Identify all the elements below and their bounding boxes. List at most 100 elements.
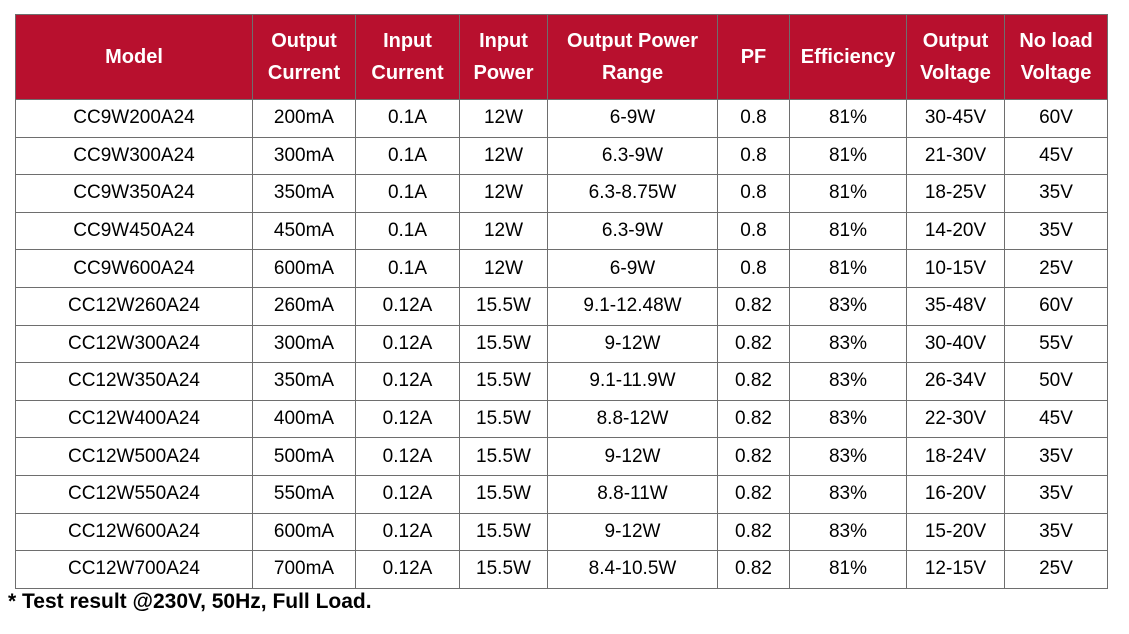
cell-no-load-voltage: 35V xyxy=(1004,512,1108,552)
table-row: CC12W400A24 400mA 0.12A 15.5W 8.8-12W 0.82 83%… xyxy=(15,399,1108,439)
cell-input-current: 0.12A xyxy=(355,362,460,401)
cell-input-power: 12W xyxy=(459,211,548,251)
cell-output-voltage: 12-15V xyxy=(906,550,1005,589)
cell-input-power: 15.5W xyxy=(459,324,548,364)
cell-input-current: 0.12A xyxy=(355,286,460,326)
column-header-line: PF xyxy=(740,46,767,68)
cell-output-power-range: 6-9W xyxy=(547,249,718,288)
table-row: CC12W600A24 600mA 0.12A 15.5W 9-12W 0.82 83% 15… xyxy=(15,512,1108,552)
cell-model: CC12W350A24 xyxy=(15,362,253,401)
cell-output-voltage: 30-45V xyxy=(906,99,1005,138)
cell-input-power: 15.5W xyxy=(459,286,548,326)
cell-input-current: 0.1A xyxy=(355,211,460,251)
cell-output-power-range: 9-12W xyxy=(547,324,718,364)
cell-model: CC9W450A24 xyxy=(15,211,253,251)
cell-no-load-voltage: 35V xyxy=(1004,211,1108,251)
cell-input-current: 0.1A xyxy=(355,136,460,176)
cell-model: CC12W700A24 xyxy=(15,550,253,589)
cell-model: CC9W350A24 xyxy=(15,174,253,213)
table-row: CC9W450A24 450mA 0.1A 12W 6.3-9W 0.8 81% 14-20V… xyxy=(15,211,1108,251)
cell-input-power: 15.5W xyxy=(459,362,548,401)
cell-output-current: 500mA xyxy=(252,437,356,476)
cell-output-current: 450mA xyxy=(252,211,356,251)
cell-output-power-range: 8.8-12W xyxy=(547,399,718,439)
cell-no-load-voltage: 25V xyxy=(1004,550,1108,589)
cell-pf: 0.8 xyxy=(717,99,790,138)
cell-output-current: 350mA xyxy=(252,174,356,213)
cell-input-power: 12W xyxy=(459,99,548,138)
cell-efficiency: 83% xyxy=(789,437,907,476)
cell-output-voltage: 22-30V xyxy=(906,399,1005,439)
column-header-line: Voltage xyxy=(920,62,991,84)
cell-efficiency: 81% xyxy=(789,136,907,176)
cell-output-voltage: 35-48V xyxy=(906,286,1005,326)
cell-efficiency: 83% xyxy=(789,399,907,439)
column-header-input-power: Input Power xyxy=(459,14,548,100)
cell-efficiency: 83% xyxy=(789,512,907,552)
cell-output-power-range: 9-12W xyxy=(547,512,718,552)
cell-output-power-range: 9.1-12.48W xyxy=(547,286,718,326)
spec-table: Model Output Current Input Current Input Power… xyxy=(15,14,1108,589)
cell-output-power-range: 8.8-11W xyxy=(547,474,718,514)
cell-no-load-voltage: 35V xyxy=(1004,174,1108,213)
cell-output-current: 350mA xyxy=(252,362,356,401)
cell-pf: 0.8 xyxy=(717,136,790,176)
cell-output-voltage: 30-40V xyxy=(906,324,1005,364)
cell-no-load-voltage: 60V xyxy=(1004,99,1108,138)
table-row: CC12W550A24 550mA 0.12A 15.5W 8.8-11W 0.82 83%… xyxy=(15,474,1108,514)
cell-input-current: 0.12A xyxy=(355,550,460,589)
column-header-line: Range xyxy=(601,62,664,84)
column-header-line: Power xyxy=(473,62,534,84)
cell-output-power-range: 6-9W xyxy=(547,99,718,138)
cell-input-current: 0.12A xyxy=(355,512,460,552)
cell-input-current: 0.12A xyxy=(355,399,460,439)
cell-pf: 0.8 xyxy=(717,249,790,288)
cell-output-current: 300mA xyxy=(252,324,356,364)
column-header-line: No load xyxy=(1019,30,1093,52)
cell-input-current: 0.1A xyxy=(355,249,460,288)
cell-input-power: 12W xyxy=(459,136,548,176)
table-row: CC12W260A24 260mA 0.12A 15.5W 9.1-12.48W 0.82… xyxy=(15,286,1108,326)
cell-output-voltage: 18-25V xyxy=(906,174,1005,213)
cell-output-power-range: 9.1-11.9W xyxy=(547,362,718,401)
cell-pf: 0.8 xyxy=(717,174,790,213)
cell-efficiency: 81% xyxy=(789,99,907,138)
column-header-efficiency: Efficiency xyxy=(789,14,907,100)
cell-model: CC9W600A24 xyxy=(15,249,253,288)
cell-no-load-voltage: 25V xyxy=(1004,249,1108,288)
cell-input-current: 0.1A xyxy=(355,174,460,213)
cell-no-load-voltage: 35V xyxy=(1004,474,1108,514)
cell-pf: 0.8 xyxy=(717,211,790,251)
cell-output-voltage: 15-20V xyxy=(906,512,1005,552)
cell-output-power-range: 6.3-9W xyxy=(547,136,718,176)
cell-no-load-voltage: 45V xyxy=(1004,399,1108,439)
cell-efficiency: 81% xyxy=(789,211,907,251)
column-header-pf: PF xyxy=(717,14,790,100)
cell-efficiency: 81% xyxy=(789,550,907,589)
cell-output-voltage: 18-24V xyxy=(906,437,1005,476)
column-header-line: Efficiency xyxy=(800,46,896,68)
cell-no-load-voltage: 55V xyxy=(1004,324,1108,364)
table-header: Model Output Current Input Current Input Power… xyxy=(15,14,1108,100)
cell-output-voltage: 26-34V xyxy=(906,362,1005,401)
cell-pf: 0.82 xyxy=(717,474,790,514)
column-header-line: Model xyxy=(105,46,163,68)
column-header-line: Input xyxy=(383,30,432,52)
cell-input-power: 12W xyxy=(459,174,548,213)
column-header-line: Output Power xyxy=(566,30,699,52)
cell-efficiency: 81% xyxy=(789,174,907,213)
cell-input-current: 0.1A xyxy=(355,99,460,138)
table-row: CC12W350A24 350mA 0.12A 15.5W 9.1-11.9W 0.82 8… xyxy=(15,362,1108,401)
cell-efficiency: 83% xyxy=(789,286,907,326)
cell-pf: 0.82 xyxy=(717,286,790,326)
cell-model: CC12W300A24 xyxy=(15,324,253,364)
cell-output-voltage: 21-30V xyxy=(906,136,1005,176)
table-row: CC9W300A24 300mA 0.1A 12W 6.3-9W 0.8 81% 21-30V… xyxy=(15,136,1108,176)
column-header-output-voltage: Output Voltage xyxy=(906,14,1005,100)
cell-pf: 0.82 xyxy=(717,399,790,439)
cell-output-current: 400mA xyxy=(252,399,356,439)
cell-output-power-range: 9-12W xyxy=(547,437,718,476)
cell-input-power: 15.5W xyxy=(459,512,548,552)
cell-input-power: 15.5W xyxy=(459,474,548,514)
table-row: CC9W600A24 600mA 0.1A 12W 6-9W 0.8 81% 10-15V 25… xyxy=(15,249,1108,288)
